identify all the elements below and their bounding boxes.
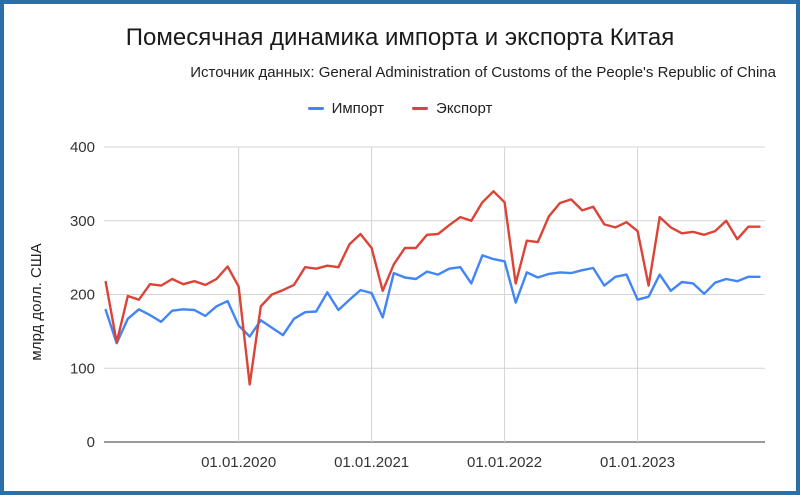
- y-tick-label: 100: [70, 360, 95, 377]
- x-tick-label: 01.01.2020: [201, 454, 276, 471]
- legend-label-export: Экспорт: [436, 100, 493, 117]
- y-tick-label: 300: [70, 213, 95, 230]
- legend-swatch-import: [307, 107, 324, 110]
- series-line-import: [104, 254, 761, 345]
- chart-subtitle: Источник данных: General Administration …: [190, 64, 776, 81]
- series-line-export: [104, 190, 761, 386]
- legend-item-export[interactable]: Экспорт: [412, 100, 492, 117]
- y-axis-label: млрд долл. США: [28, 243, 45, 360]
- x-tick-label: 01.01.2021: [334, 454, 409, 471]
- y-tick-label: 200: [70, 287, 95, 304]
- legend-swatch-export: [412, 107, 429, 110]
- y-tick-label: 400: [70, 139, 95, 156]
- chart-legend: Импорт Экспорт: [0, 100, 800, 117]
- x-tick-label: 01.01.2023: [600, 454, 675, 471]
- y-tick-label: 0: [87, 434, 95, 451]
- legend-item-import[interactable]: Импорт: [307, 100, 385, 117]
- x-tick-label: 01.01.2022: [467, 454, 542, 471]
- legend-label-import: Импорт: [331, 100, 385, 117]
- chart-title: Помесячная динамика импорта и экспорта К…: [125, 24, 675, 51]
